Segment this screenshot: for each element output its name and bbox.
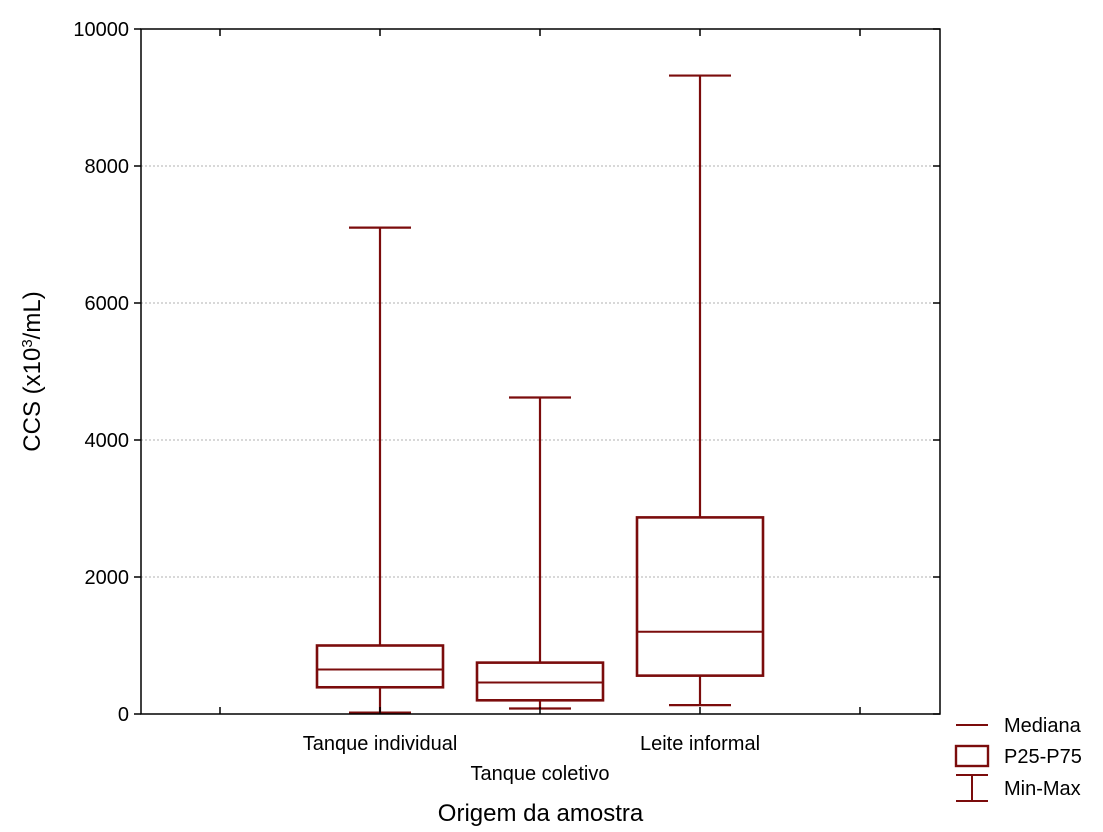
y-tick-label: 2000 [85,567,130,589]
x-axis-title: Origem da amostra [438,800,644,827]
y-tick-label: 6000 [85,293,130,315]
y-axis-title-part: CCS (x10 [19,348,46,452]
x-tick-label: Tanque individual [303,733,458,755]
plot-marks [315,74,765,714]
y-tick-label: 4000 [85,430,130,452]
y-axis-title: CCS (x103/mL) [19,291,47,451]
box-p25-p75 [475,661,605,702]
x-tick-label: Leite informal [640,733,760,755]
axis-ticks: 0 2000 4000 6000 8000 10000 Tanque individual T… [73,19,940,785]
y-axis-title-superscript: 3 [19,339,36,347]
box-p25-p75 [315,644,445,689]
grid-lines [141,165,940,578]
legend: Mediana P25-P75 Min-Max [954,715,1082,802]
box-p25-p75 [635,516,765,677]
y-axis-title-part: /mL) [19,291,46,339]
y-tick-label: 10000 [73,19,129,41]
y-tick-label: 0 [118,704,129,726]
y-tick-label: 8000 [85,156,130,178]
legend-label: Mediana [1004,715,1082,737]
legend-label: P25-P75 [1004,746,1082,768]
legend-box-symbol [954,744,990,768]
legend-label: Min-Max [1004,778,1081,800]
x-tick-label: Tanque coletivo [471,763,610,785]
